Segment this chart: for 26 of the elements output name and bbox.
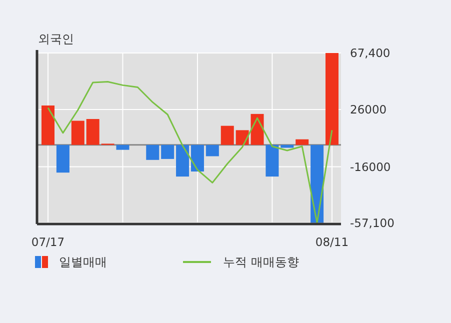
legend-label: 일별매매	[59, 255, 107, 270]
x-tick-label: 07/17	[31, 235, 65, 249]
y-tick-label: 26000	[350, 102, 387, 116]
bar	[296, 139, 309, 145]
bar	[116, 144, 130, 150]
bar	[220, 126, 234, 145]
y-tick-label: -16000	[350, 160, 391, 174]
bar	[41, 106, 54, 145]
bar	[326, 53, 339, 145]
y-tick-label: 67,400	[350, 46, 390, 60]
bar	[206, 144, 219, 156]
line-series	[47, 81, 333, 224]
bar	[236, 130, 249, 145]
bar	[176, 144, 190, 177]
legend-label: 누적 매매동향	[223, 255, 299, 270]
bar	[71, 120, 84, 145]
y-tick-label: -57,100	[350, 216, 394, 230]
bar	[190, 144, 204, 172]
bar	[56, 144, 70, 173]
bar	[280, 144, 294, 148]
bar	[266, 144, 279, 177]
x-tick-label: 08/11	[315, 235, 349, 249]
bar	[161, 144, 174, 159]
bar	[86, 119, 100, 145]
chart-title: 외국인	[38, 32, 74, 46]
bar	[146, 144, 160, 160]
